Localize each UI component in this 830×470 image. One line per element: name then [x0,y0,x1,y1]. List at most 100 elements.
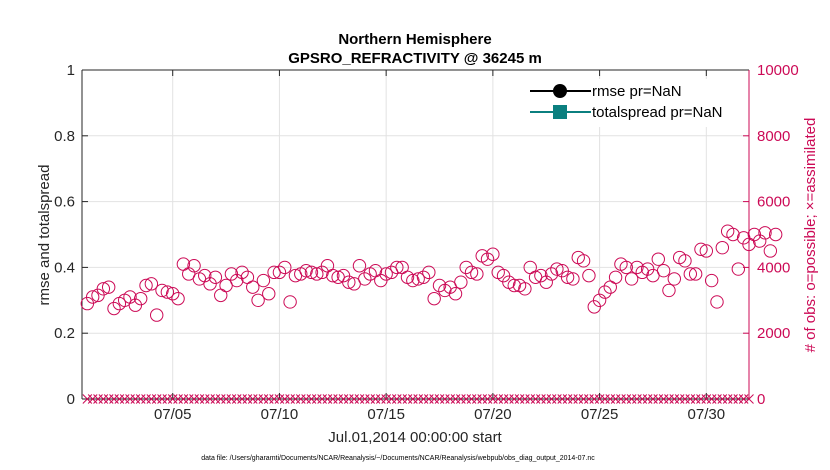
obs-possible-point [598,285,612,299]
obs-possible-point [544,267,559,281]
obs-possible-point [283,295,297,309]
obs-possible-point [656,263,671,278]
obs-possible-point [699,244,714,258]
x-tick-label: 07/05 [154,406,192,423]
obs-possible-point [123,290,137,304]
obs-possible-point [566,272,580,286]
obs-possible-point [768,227,783,242]
obs-possible-point [710,295,724,309]
y2-tick-label: 2000 [757,325,790,342]
obs-possible-point [352,259,367,273]
obs-possible-point [550,262,564,276]
obs-possible-point [230,273,244,288]
obs-possible-point [85,290,100,304]
obs-possible-point [582,268,596,283]
obs-possible-point [662,283,676,298]
chart-title-line-2: GPSRO_REFRACTIVITY @ 36245 m [288,50,542,67]
obs-possible-point [251,293,265,307]
obs-possible-point [560,270,575,284]
obs-possible-point [262,287,276,301]
obs-possible-point [272,265,287,280]
obs-possible-point [326,268,340,283]
x-marker-stroke [744,394,754,404]
obs-possible-point [107,301,121,316]
obs-possible-point [486,247,500,261]
obs-possible-point [310,267,324,281]
obs-assimilated-point [744,394,754,404]
y2-axis-label: # of obs: o=possible; ×=assimilated [802,118,819,353]
obs-possible-point [278,260,292,275]
obs-possible-point [470,267,484,281]
obs-possible-point [304,265,319,280]
obs-possible-point [694,242,708,257]
axes: 07/05 07/10 07/15 07/20 07/25 07/30 0 0.2 0.4 0.6… [54,62,799,423]
obs-possible-point [358,272,372,286]
data-marks [80,224,783,404]
obs-possible-point [198,268,212,283]
obs-possible-point [758,226,772,240]
obs-possible-point [101,280,116,294]
legend-rmse-label: rmse pr=NaN [592,83,682,100]
legend: rmse pr=NaN totalspread pr=NaN [525,79,741,127]
x-tick-label: 07/10 [261,406,299,423]
obs-possible-point [448,287,463,301]
y-axis-label: rmse and totalspread [36,165,53,306]
y-tick-label: 0.2 [54,325,75,342]
obs-possible-point [390,260,404,275]
y2-tick-label: 8000 [757,128,790,145]
legend-totalspread-marker [553,105,567,119]
obs-possible-point [608,270,623,284]
obs-possible-point [464,265,479,280]
legend-totalspread-label: totalspread pr=NaN [592,104,723,121]
y-tick-label: 1 [67,62,75,79]
obs-possible-point [416,270,431,284]
obs-possible-point [624,272,639,286]
obs-possible-point [688,267,703,281]
obs-possible-point [651,252,665,266]
obs-possible-point [667,272,681,286]
obs-possible-point [299,263,313,278]
obs-possible-point [411,272,425,286]
obs-possible-point [187,259,201,273]
obs-possible-point [166,287,180,301]
obs-possible-point [208,270,223,284]
obs-possible-point [539,275,553,289]
obs-possible-point [518,282,532,296]
obs-possible-point [619,260,633,275]
obs-possible-point [704,273,719,288]
obs-possible-point [96,282,111,296]
obs-possible-point [576,254,591,268]
obs-possible-point [246,280,260,294]
x-tick-label: 07/25 [581,406,619,423]
data-file-footnote: data file: /Users/gharamti/Documents/NCA… [201,455,595,462]
obs-possible-point [480,252,495,266]
y2-tick-label: 10000 [757,62,799,79]
y-tick-label: 0.6 [54,194,75,211]
obs-possible-point [432,278,447,293]
obs-possible-point [507,278,521,293]
obs-possible-point [763,244,778,258]
obs-possible-point [155,283,169,298]
x-tick-label: 07/30 [688,406,726,423]
obs-possible-point [406,273,420,288]
obs-possible-point [133,291,148,306]
x-axis-label: Jul.01,2014 00:00:00 start [328,429,502,446]
x-tick-label: 07/20 [474,406,512,423]
obs-possible-point [630,260,644,275]
obs-possible-point [454,275,468,289]
obs-possible-point [678,254,692,268]
obs-possible-point [256,273,271,288]
y-tick-label: 0.4 [54,259,75,276]
obs-possible-point [726,227,740,242]
obs-possible-point [139,278,153,293]
y2-tick-label: 4000 [757,259,790,276]
obs-possible-point [459,260,473,275]
obs-possible-point [715,240,730,255]
obs-possible-point [235,265,249,280]
y-tick-label: 0.8 [54,128,75,145]
obs-possible-point [342,275,356,289]
obs-possible-point [731,262,746,276]
legend-rmse-marker [553,84,567,98]
chart-title-line-1: Northern Hemisphere [338,31,491,48]
obs-possible-point [427,291,441,306]
